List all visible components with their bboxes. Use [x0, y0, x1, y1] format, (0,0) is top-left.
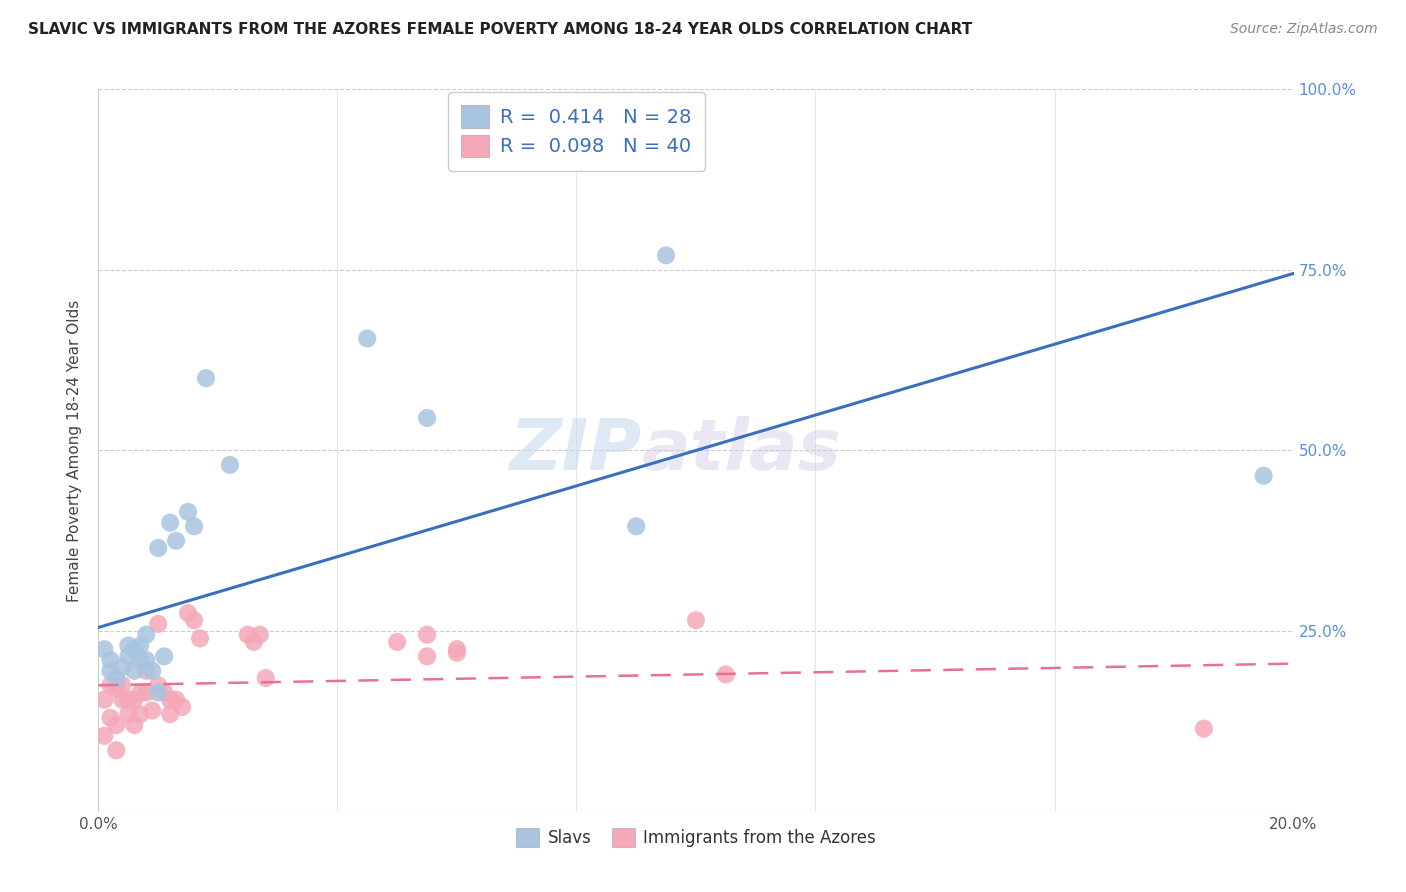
Point	[93, 729, 115, 743]
Point	[148, 685, 170, 699]
Point	[98, 664, 122, 678]
Text: atlas: atlas	[643, 416, 842, 485]
Point	[385, 635, 409, 649]
Point	[626, 519, 648, 533]
Point	[685, 613, 707, 627]
Point	[93, 642, 115, 657]
Point	[655, 248, 678, 262]
Point	[1253, 468, 1275, 483]
Point	[135, 664, 157, 678]
Point	[243, 635, 266, 649]
Point	[356, 331, 378, 345]
Point	[249, 628, 271, 642]
Point	[148, 616, 170, 631]
Point	[165, 692, 187, 706]
Text: SLAVIC VS IMMIGRANTS FROM THE AZORES FEMALE POVERTY AMONG 18-24 YEAR OLDS CORREL: SLAVIC VS IMMIGRANTS FROM THE AZORES FEM…	[28, 22, 973, 37]
Point	[98, 678, 122, 692]
Point	[1192, 722, 1215, 736]
Point	[183, 613, 205, 627]
Point	[148, 541, 170, 555]
Point	[446, 642, 468, 657]
Point	[111, 660, 134, 674]
Point	[219, 458, 242, 472]
Point	[172, 700, 194, 714]
Point	[141, 704, 163, 718]
Point	[129, 653, 152, 667]
Point	[153, 649, 176, 664]
Point	[416, 411, 439, 425]
Point	[117, 639, 139, 653]
Point	[165, 533, 187, 548]
Point	[105, 743, 128, 757]
Y-axis label: Female Poverty Among 18-24 Year Olds: Female Poverty Among 18-24 Year Olds	[67, 300, 83, 601]
Point	[93, 692, 115, 706]
Point	[159, 707, 181, 722]
Text: Source: ZipAtlas.com: Source: ZipAtlas.com	[1230, 22, 1378, 37]
Point	[148, 678, 170, 692]
Point	[111, 692, 134, 706]
Point	[98, 653, 122, 667]
Point	[124, 718, 146, 732]
Point	[177, 606, 200, 620]
Point	[129, 685, 152, 699]
Point	[105, 681, 128, 696]
Point	[183, 519, 205, 533]
Point	[124, 692, 146, 706]
Point	[195, 371, 218, 385]
Point	[135, 685, 157, 699]
Point	[98, 711, 122, 725]
Point	[254, 671, 277, 685]
Point	[236, 628, 259, 642]
Point	[159, 692, 181, 706]
Point	[129, 707, 152, 722]
Point	[177, 505, 200, 519]
Point	[153, 685, 176, 699]
Point	[416, 649, 439, 664]
Point	[141, 664, 163, 678]
Point	[135, 628, 157, 642]
Point	[124, 642, 146, 657]
Point	[111, 678, 134, 692]
Point	[714, 667, 737, 681]
Point	[124, 664, 146, 678]
Point	[105, 671, 128, 685]
Point	[446, 646, 468, 660]
Text: ZIP: ZIP	[510, 416, 643, 485]
Point	[135, 653, 157, 667]
Point	[188, 632, 211, 646]
Legend: Slavs, Immigrants from the Azores: Slavs, Immigrants from the Azores	[509, 822, 883, 854]
Point	[129, 639, 152, 653]
Point	[117, 649, 139, 664]
Point	[416, 628, 439, 642]
Point	[105, 718, 128, 732]
Point	[117, 692, 139, 706]
Point	[117, 707, 139, 722]
Point	[159, 516, 181, 530]
